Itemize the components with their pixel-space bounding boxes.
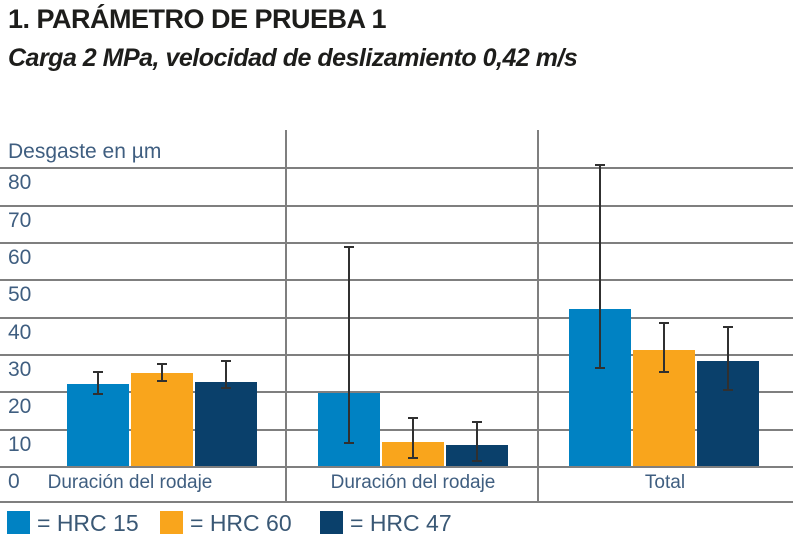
page-title: 1. PARÁMETRO DE PRUEBA 1 bbox=[8, 4, 387, 34]
error-bar-cap-bottom bbox=[472, 460, 482, 463]
y-tick-label: 70 bbox=[8, 208, 32, 232]
error-bar bbox=[663, 322, 665, 373]
error-bar-cap-bottom bbox=[659, 370, 669, 373]
error-bar-cap-top bbox=[472, 421, 482, 424]
y-tick-label: 60 bbox=[8, 245, 32, 269]
legend-label-hrc15: = HRC 15 bbox=[37, 510, 139, 536]
y-tick-label: 40 bbox=[8, 320, 32, 344]
error-bar-cap-bottom bbox=[408, 456, 418, 459]
legend-label-hrc60: = HRC 60 bbox=[190, 510, 292, 536]
error-bar-cap-top bbox=[344, 245, 354, 248]
error-bar bbox=[727, 325, 729, 392]
gridline-30 bbox=[0, 353, 793, 356]
gridline-70 bbox=[0, 204, 793, 207]
error-bar-cap-bottom bbox=[595, 366, 605, 369]
page-subtitle: Carga 2 MPa, velocidad de deslizamiento … bbox=[8, 44, 578, 72]
error-bar-cap-bottom bbox=[723, 389, 733, 392]
category-label: Total bbox=[644, 472, 686, 493]
error-bar-cap-bottom bbox=[157, 379, 167, 382]
group-separator bbox=[537, 130, 539, 503]
axis-bottom-line bbox=[0, 501, 793, 503]
group-separator bbox=[285, 130, 287, 503]
error-bar-cap-top bbox=[221, 359, 231, 362]
error-bar-cap-bottom bbox=[221, 387, 231, 390]
error-bar-cap-top bbox=[93, 370, 103, 373]
bar-hrc-47 bbox=[195, 382, 257, 466]
y-tick-label: 30 bbox=[8, 357, 32, 381]
legend-swatch-hrc60 bbox=[160, 511, 183, 534]
gridline-10 bbox=[0, 428, 793, 431]
error-bar-cap-top bbox=[408, 417, 418, 420]
error-bar bbox=[225, 359, 227, 390]
category-label: Duración del rodaje bbox=[330, 472, 496, 493]
y-tick-label: 80 bbox=[8, 171, 32, 195]
error-bar bbox=[476, 421, 478, 463]
y-tick-label: 50 bbox=[8, 283, 32, 307]
gridline-0 bbox=[0, 465, 793, 468]
error-bar-cap-top bbox=[595, 163, 605, 166]
error-bar-cap-bottom bbox=[93, 393, 103, 396]
y-tick-label: 0 bbox=[8, 469, 20, 493]
error-bar bbox=[348, 245, 350, 444]
legend-swatch-hrc47 bbox=[320, 511, 343, 534]
y-tick-label: 20 bbox=[8, 395, 32, 419]
error-bar-cap-bottom bbox=[344, 441, 354, 444]
error-bar-cap-top bbox=[157, 363, 167, 366]
error-bar bbox=[599, 163, 601, 369]
chart-legend: = HRC 15 = HRC 60 = HRC 47 bbox=[0, 510, 800, 542]
gridline-50 bbox=[0, 279, 793, 282]
error-bar bbox=[97, 370, 99, 396]
wear-bar-chart: 0 10 20 30 40 50 60 70 80 Desgaste en µm Duración … bbox=[0, 130, 800, 503]
y-axis-title: Desgaste en µm bbox=[8, 140, 162, 163]
gridline-60 bbox=[0, 241, 793, 244]
gridline-20 bbox=[0, 391, 793, 394]
gridline-80 bbox=[0, 167, 793, 170]
legend-label-hrc47: = HRC 47 bbox=[350, 510, 452, 536]
error-bar bbox=[161, 363, 163, 382]
bar-hrc-15 bbox=[67, 383, 129, 466]
y-tick-label: 10 bbox=[8, 432, 32, 456]
error-bar bbox=[412, 417, 414, 459]
gridline-40 bbox=[0, 316, 793, 319]
error-bar-cap-top bbox=[659, 322, 669, 325]
legend-swatch-hrc15 bbox=[7, 511, 30, 534]
category-label: Duración del rodaje bbox=[47, 472, 213, 493]
bar-hrc-60 bbox=[131, 372, 193, 466]
error-bar-cap-top bbox=[723, 325, 733, 328]
